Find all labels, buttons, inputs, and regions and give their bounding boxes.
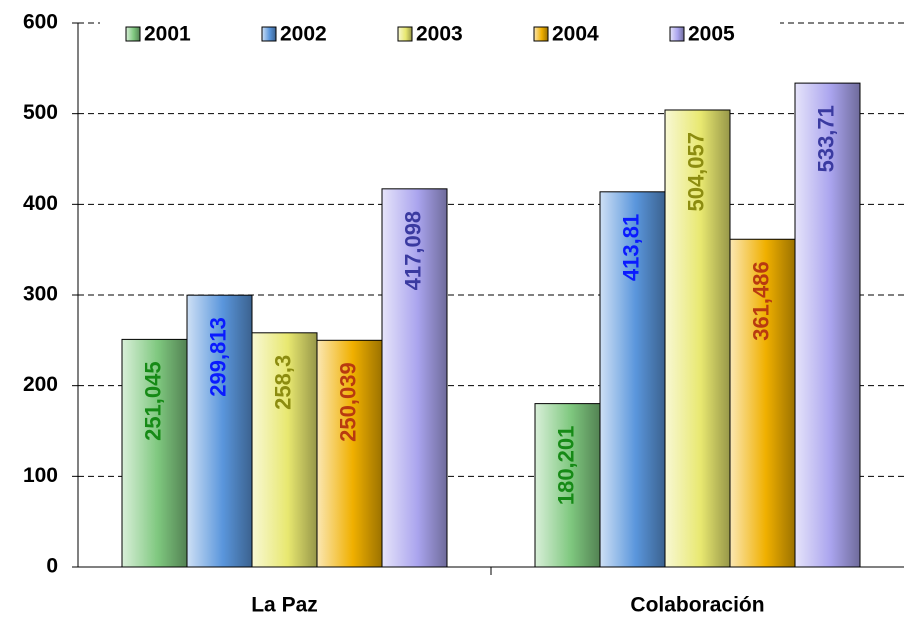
legend-label: 2002 <box>280 23 327 46</box>
y-tick-label: 400 <box>23 192 58 215</box>
y-tick-label: 500 <box>23 101 58 124</box>
data-label: 533,71 <box>813 105 838 172</box>
data-label: 361,486 <box>748 261 773 341</box>
legend-swatch <box>533 26 549 42</box>
bar <box>664 109 731 568</box>
bar <box>121 338 188 568</box>
x-tick-label: Colaboración <box>630 594 764 617</box>
legend-swatch <box>261 26 277 42</box>
legend-label: 2003 <box>416 23 463 46</box>
x-tick-label: La Paz <box>251 594 318 617</box>
data-label: 251,045 <box>140 361 165 441</box>
bar <box>251 332 318 568</box>
bar <box>794 82 861 568</box>
y-tick-label: 300 <box>23 283 58 306</box>
data-label: 417,098 <box>400 211 425 291</box>
data-label: 413,81 <box>618 214 643 281</box>
y-tick-label: 600 <box>23 11 58 34</box>
legend-box <box>100 12 780 50</box>
bar <box>534 403 601 568</box>
data-label: 504,057 <box>683 132 708 212</box>
bar <box>186 294 253 568</box>
data-label: 250,039 <box>335 362 360 442</box>
bar <box>729 238 796 568</box>
legend-label: 2004 <box>552 23 599 46</box>
y-tick-label: 0 <box>46 555 58 578</box>
bar <box>381 188 448 568</box>
legend-swatch <box>125 26 141 42</box>
legend-label: 2005 <box>688 23 735 46</box>
legend-label: 2001 <box>144 23 191 46</box>
y-tick-label: 100 <box>23 464 58 487</box>
data-label: 180,201 <box>553 426 578 506</box>
data-label: 299,813 <box>205 317 230 397</box>
data-label: 258,3 <box>270 355 295 410</box>
bar <box>599 191 666 568</box>
bar <box>316 339 383 568</box>
legend-swatch <box>397 26 413 42</box>
legend-swatch <box>669 26 685 42</box>
y-tick-label: 200 <box>23 373 58 396</box>
